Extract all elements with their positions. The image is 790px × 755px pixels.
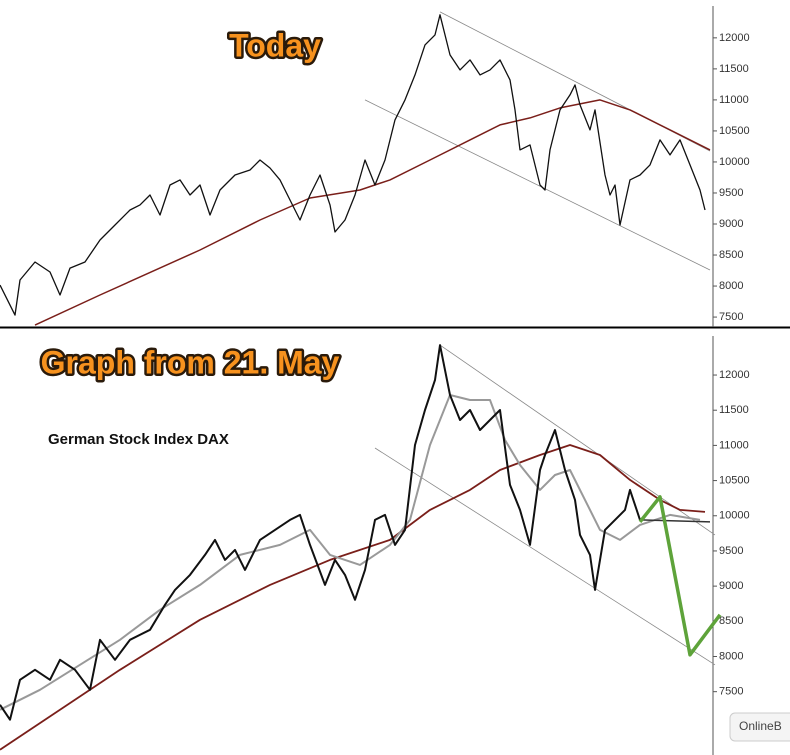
y-tick-label: 10500 [719,125,750,137]
series-line [0,444,706,751]
y-tick-label: 9000 [719,580,743,592]
y-tick-label: 10500 [719,474,750,486]
panel-title: Today [229,27,321,63]
y-tick-label: 8500 [719,615,743,627]
panel-title: Graph from 21. May [41,344,340,380]
y-tick-label: 10000 [719,510,750,522]
series-line [638,495,722,657]
series-line [639,519,711,523]
y-tick-label: 11000 [719,94,749,106]
y-tick-label: 8500 [719,249,743,261]
y-tick-label: 12000 [719,32,750,44]
series-line [364,99,711,271]
series-line [374,447,716,666]
series-line [0,14,706,316]
y-tick-label: 11500 [719,63,749,75]
panel-subtitle: German Stock Index DAX [48,431,229,448]
series-line [0,394,701,711]
y-tick-label: 7500 [719,311,743,323]
y-tick-label: 8000 [719,650,743,662]
series-line [0,344,641,721]
y-tick-label: 12000 [719,369,750,381]
y-tick-label: 11500 [719,404,749,416]
y-tick-label: 9000 [719,218,743,230]
y-tick-label: 11000 [719,439,749,451]
y-tick-label: 7500 [719,686,743,698]
y-tick-label: 9500 [719,187,743,199]
y-tick-label: 9500 [719,545,743,557]
y-tick-label: 10000 [719,156,750,168]
series-line [439,344,716,536]
y-tick-label: 8000 [719,280,743,292]
series-line [34,99,711,326]
watermark: OnlineB [739,719,782,733]
watermark-box [729,712,790,742]
